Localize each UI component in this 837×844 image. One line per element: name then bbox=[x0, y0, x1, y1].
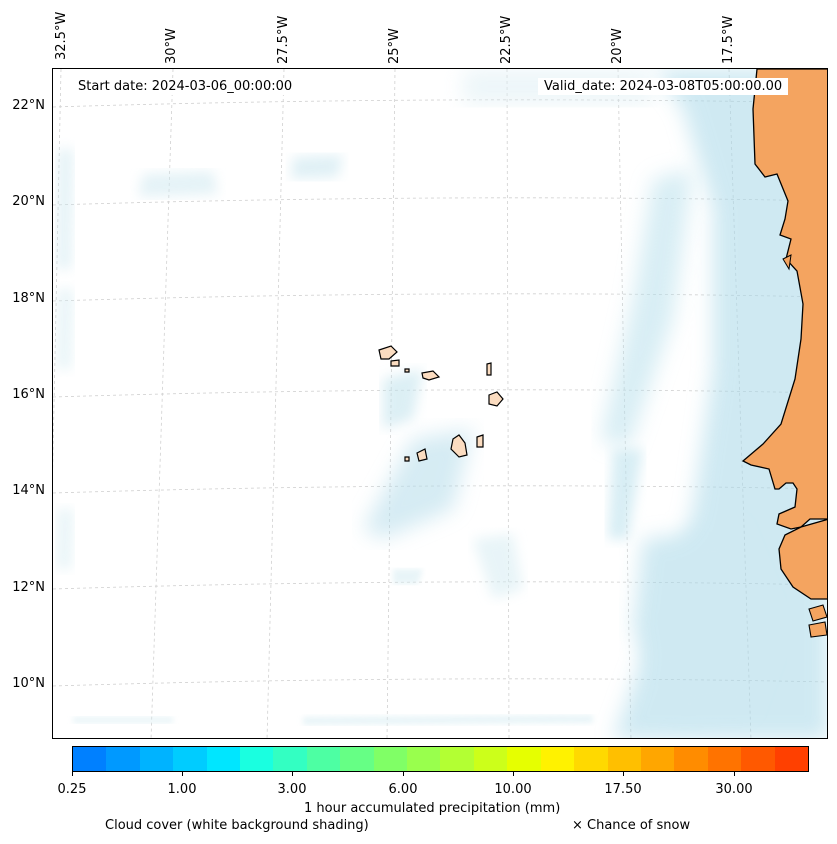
colorbar-swatch bbox=[73, 747, 107, 771]
colorbar-tick-label: 17.50 bbox=[604, 782, 642, 797]
colorbar-tickmark bbox=[734, 772, 735, 776]
colorbar-swatch bbox=[440, 747, 474, 771]
precipitation-colorbar bbox=[72, 746, 809, 772]
mainland-land bbox=[741, 69, 827, 530]
colorbar-tickmark bbox=[182, 772, 183, 776]
island-land bbox=[808, 621, 827, 638]
colorbar-swatch bbox=[173, 747, 207, 771]
cape-verde-islands bbox=[378, 345, 504, 462]
colorbar-swatch bbox=[340, 747, 374, 771]
lon-label: 17.5°W bbox=[721, 15, 736, 64]
map-canvas bbox=[52, 68, 828, 739]
lon-label: 27.5°W bbox=[276, 15, 291, 64]
start-date-label: Start date: 2024-03-06_00:00:00 bbox=[72, 78, 299, 95]
colorbar-tick-label: 3.00 bbox=[277, 782, 307, 797]
colorbar-swatch bbox=[407, 747, 441, 771]
colorbar-swatch bbox=[306, 747, 341, 771]
map-svg bbox=[53, 69, 827, 738]
colorbar-swatch bbox=[507, 747, 541, 771]
lon-label: 20°W bbox=[610, 28, 625, 64]
lat-label: 12°N bbox=[12, 580, 45, 595]
colorbar-swatch bbox=[139, 747, 174, 771]
colorbar-swatch bbox=[674, 747, 708, 771]
lat-label: 18°N bbox=[12, 291, 45, 306]
colorbar-tick-label: 10.00 bbox=[494, 782, 532, 797]
colorbar-swatch bbox=[206, 747, 241, 771]
colorbar-swatch bbox=[106, 747, 140, 771]
colorbar-swatch bbox=[640, 747, 675, 771]
colorbar-tick-label: 1.00 bbox=[167, 782, 197, 797]
valid-date-label: Valid_date: 2024-03-08T05:00:00.00 bbox=[538, 78, 789, 95]
lon-label: 25°W bbox=[387, 28, 402, 64]
colorbar-swatch bbox=[240, 747, 274, 771]
lat-label: 14°N bbox=[12, 483, 45, 498]
colorbar-tickmark bbox=[623, 772, 624, 776]
colorbar-swatch bbox=[741, 747, 775, 771]
cloud-cover-shading bbox=[57, 69, 827, 738]
colorbar-swatch bbox=[607, 747, 641, 771]
colorbar-swatch bbox=[574, 747, 608, 771]
cloud-cover-legend: Cloud cover (white background shading) bbox=[105, 818, 369, 833]
lat-label: 10°N bbox=[12, 676, 45, 691]
colorbar-tickmark bbox=[292, 772, 293, 776]
colorbar-swatch bbox=[273, 747, 307, 771]
lon-label: 32.5°W bbox=[54, 11, 69, 60]
lat-label: 22°N bbox=[12, 98, 45, 113]
snow-legend: × Chance of snow bbox=[572, 818, 691, 833]
colorbar-swatch bbox=[373, 747, 408, 771]
mainland-land bbox=[778, 518, 827, 600]
island-land bbox=[808, 604, 827, 622]
colorbar-title: 1 hour accumulated precipitation (mm) bbox=[304, 801, 561, 816]
colorbar-tick-label: 30.00 bbox=[715, 782, 753, 797]
colorbar-swatch bbox=[473, 747, 508, 771]
colorbar-tickmark bbox=[513, 772, 514, 776]
lat-label: 20°N bbox=[12, 194, 45, 209]
colorbar-swatch bbox=[774, 747, 808, 771]
lon-label: 30°W bbox=[164, 28, 179, 64]
colorbar-swatch bbox=[540, 747, 575, 771]
colorbar-tickmark bbox=[403, 772, 404, 776]
island-land bbox=[782, 254, 792, 271]
colorbar-tick-label: 0.25 bbox=[57, 782, 87, 797]
colorbar-swatch bbox=[707, 747, 742, 771]
lat-label: 16°N bbox=[12, 387, 45, 402]
colorbar-tickmark bbox=[72, 772, 73, 776]
lon-label: 22.5°W bbox=[499, 15, 514, 64]
colorbar-tick-label: 6.00 bbox=[388, 782, 418, 797]
